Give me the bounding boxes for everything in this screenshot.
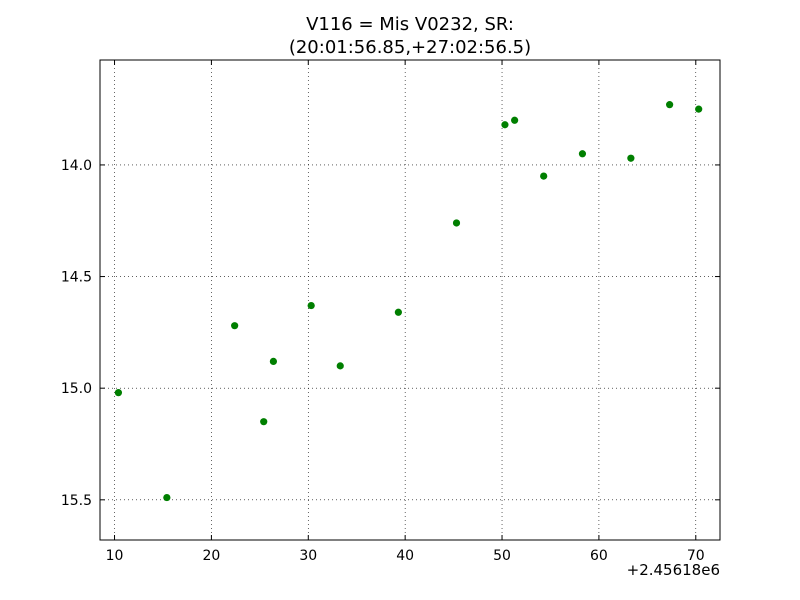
x-tick-label: 10: [106, 548, 124, 564]
data-point: [231, 322, 239, 330]
data-point: [452, 219, 461, 227]
y-tick-label: 14.0: [61, 158, 92, 174]
data-points: [114, 101, 703, 502]
data-point: [501, 121, 509, 129]
data-point: [666, 101, 674, 109]
x-tick-label: 40: [396, 548, 414, 564]
x-tick-label: 50: [493, 548, 511, 564]
data-point: [114, 389, 123, 397]
grid: [100, 60, 720, 540]
data-point: [695, 105, 703, 113]
data-point: [260, 418, 268, 426]
data-point: [336, 362, 344, 370]
y-tick-label: 15.0: [61, 381, 92, 397]
chart-title-line-2: (20:01:56.85,+27:02:56.5): [289, 37, 531, 58]
x-tick-label: 60: [590, 548, 608, 564]
data-point: [540, 172, 548, 180]
data-point: [578, 150, 587, 158]
data-point: [627, 154, 635, 162]
data-point: [163, 493, 171, 502]
chart-title-line-1: V116 = Mis V0232, SR:: [306, 14, 514, 35]
data-point: [394, 308, 402, 316]
axis-ticks: 10 20 30 40 50 60 70 14.0 14.5 15.0 15.5: [61, 60, 720, 564]
x-offset-label: +2.45618e6: [627, 561, 720, 579]
data-point: [511, 116, 519, 124]
x-tick-label: 30: [299, 548, 317, 564]
y-tick-label: 14.5: [61, 270, 92, 286]
plot-frame: [99, 59, 721, 541]
y-tick-label: 15.5: [61, 493, 92, 509]
x-tick-label: 70: [687, 548, 705, 564]
data-point: [269, 357, 278, 365]
data-point: [307, 301, 315, 310]
x-tick-label: 20: [202, 548, 220, 564]
